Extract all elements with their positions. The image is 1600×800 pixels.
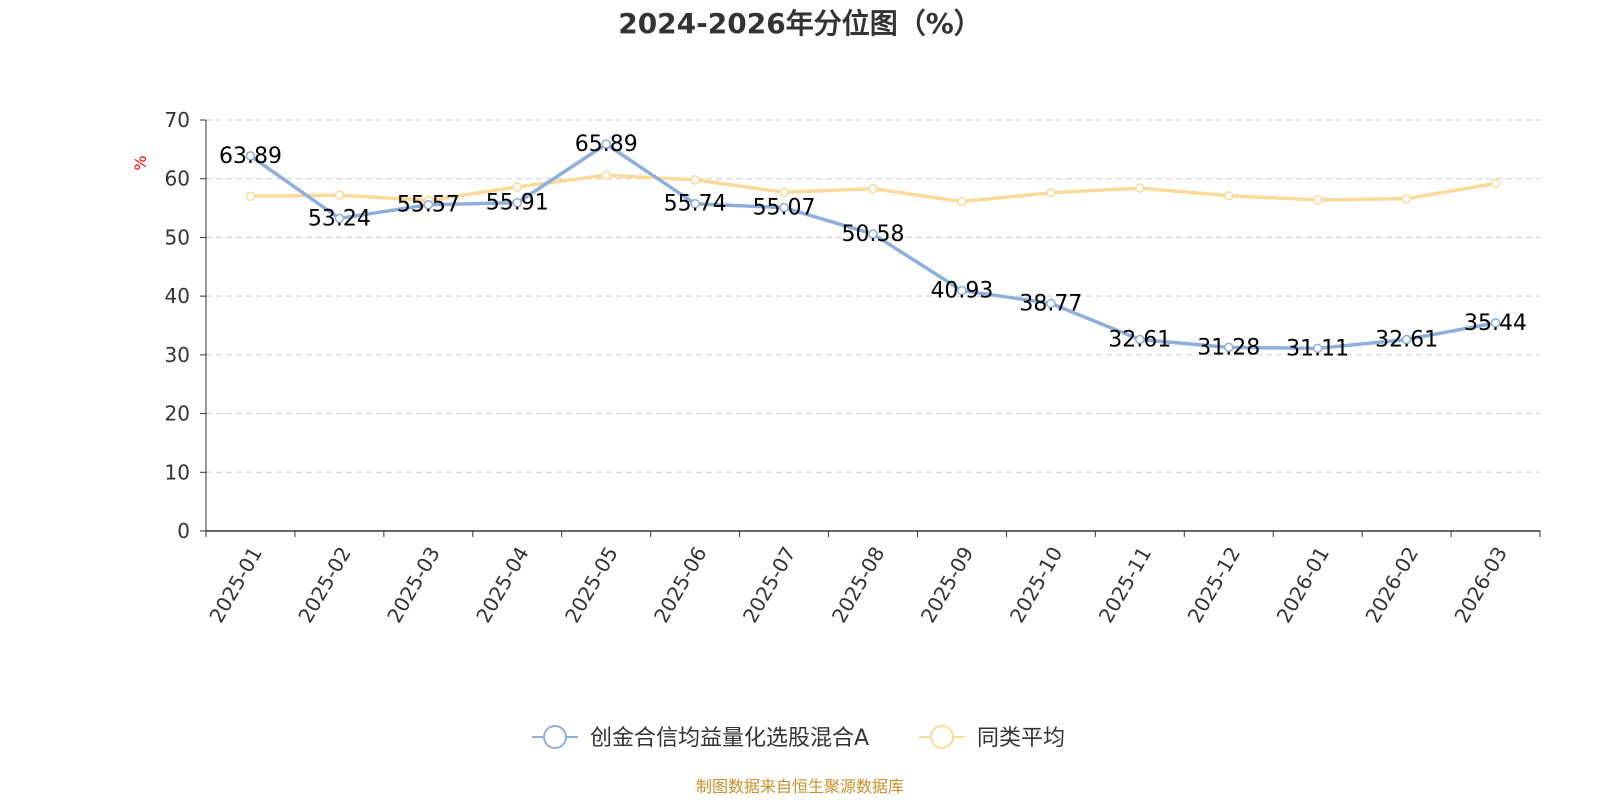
data-point xyxy=(1490,178,1501,189)
x-tick-label: 2026-02 xyxy=(1360,543,1423,627)
gridlines xyxy=(206,119,1540,473)
data-point xyxy=(334,190,345,200)
data-labels: 63.89 53.24 55.57 55.91 65.89 55.74 55.07 50.58… xyxy=(219,132,1527,361)
y-tick-label: 70 xyxy=(165,108,190,132)
x-tick-label: 2025-07 xyxy=(738,543,801,627)
data-point xyxy=(1401,193,1412,204)
x-tick-label: 2025-01 xyxy=(204,543,267,627)
data-point xyxy=(1223,190,1234,201)
source-note: 制图数据来自恒生聚源数据库 xyxy=(696,777,904,796)
x-tick-label: 2025-02 xyxy=(293,543,356,627)
data-point xyxy=(868,229,878,239)
data-label: 50.58 xyxy=(842,222,905,247)
data-point xyxy=(245,151,256,161)
data-point xyxy=(1223,342,1234,353)
x-tick-label: 2026-03 xyxy=(1449,543,1512,627)
y-tick-label: 40 xyxy=(165,284,190,308)
y-axis-label: % xyxy=(131,155,150,170)
data-label: 55.07 xyxy=(753,196,816,221)
data-point xyxy=(601,170,611,180)
x-tick-label: 2025-05 xyxy=(560,543,623,627)
data-point xyxy=(690,175,700,185)
x-tick-label: 2025-11 xyxy=(1094,543,1157,627)
y-tick-label: 0 xyxy=(177,519,190,543)
y-tick-label: 20 xyxy=(165,402,190,426)
x-tick-label: 2025-09 xyxy=(916,543,979,627)
y-tick-label: 60 xyxy=(165,167,190,191)
data-point xyxy=(868,183,878,194)
data-point xyxy=(957,285,967,296)
data-point xyxy=(334,213,345,224)
y-tick-label: 30 xyxy=(165,343,190,367)
legend-label: 同类平均 xyxy=(977,726,1065,751)
y-axis-ticks: 0 10 20 30 40 50 60 70 xyxy=(165,108,206,543)
axes xyxy=(205,120,1540,532)
data-label: 38.77 xyxy=(1019,291,1082,316)
data-point xyxy=(512,182,523,192)
legend-circle-icon xyxy=(930,725,954,749)
data-point xyxy=(1312,195,1323,205)
data-label: 53.24 xyxy=(308,206,371,231)
y-tick-label: 50 xyxy=(165,225,190,249)
data-point xyxy=(423,199,434,210)
y-tick-label: 10 xyxy=(165,460,190,484)
x-tick-label: 2025-08 xyxy=(827,543,890,627)
data-point xyxy=(1135,183,1145,193)
data-point xyxy=(512,197,523,208)
data-label: 32.61 xyxy=(1375,328,1438,353)
data-point xyxy=(1401,334,1412,345)
data-point xyxy=(779,202,789,213)
data-label: 55.74 xyxy=(664,192,727,217)
legend-circle-icon xyxy=(543,725,567,749)
x-axis-ticks: 2025-01 2025-02 2025-03 2025-04 2025-05 2025-… xyxy=(204,531,1541,627)
x-tick-label: 2025-12 xyxy=(1183,543,1246,627)
data-point xyxy=(245,191,256,202)
x-tick-label: 2025-04 xyxy=(471,543,534,627)
chart-title: 2024-2026年分位图（%） xyxy=(618,7,982,40)
legend-item-1[interactable]: 同类平均 xyxy=(919,725,1065,751)
data-point xyxy=(1490,318,1501,328)
series-layer xyxy=(245,139,1501,354)
data-label: 32.61 xyxy=(1108,328,1171,353)
legend-label: 创金合信均益量化选股混合A xyxy=(590,726,869,751)
data-label: 31.11 xyxy=(1286,336,1349,361)
data-point xyxy=(779,187,789,197)
x-tick-label: 2025-06 xyxy=(649,543,712,627)
data-point xyxy=(690,198,700,209)
data-label: 40.93 xyxy=(930,279,993,304)
data-label: 55.91 xyxy=(486,191,549,216)
data-point xyxy=(1135,334,1145,345)
data-point xyxy=(1046,188,1056,198)
data-label: 65.89 xyxy=(575,132,638,157)
data-point xyxy=(957,196,967,207)
legend-item-0[interactable]: 创金合信均益量化选股混合A xyxy=(532,725,869,751)
data-point xyxy=(1312,343,1323,354)
x-tick-label: 2025-03 xyxy=(382,543,445,627)
data-label: 31.28 xyxy=(1197,335,1260,360)
legend: 创金合信均益量化选股混合A 同类平均 xyxy=(532,725,1065,751)
data-label: 35.44 xyxy=(1464,311,1527,336)
data-point xyxy=(1046,298,1056,309)
data-label: 55.57 xyxy=(397,193,460,218)
x-tick-label: 2026-01 xyxy=(1272,543,1335,627)
x-tick-label: 2025-10 xyxy=(1005,543,1068,627)
data-point xyxy=(601,139,611,149)
data-label: 63.89 xyxy=(219,144,282,169)
